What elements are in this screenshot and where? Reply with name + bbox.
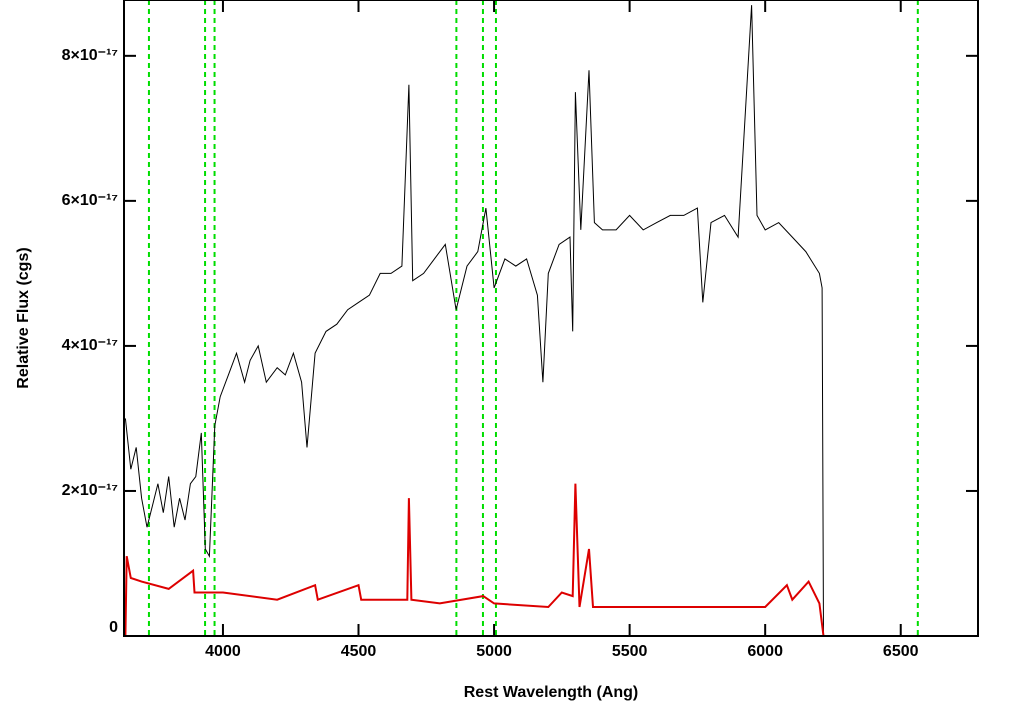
y-tick-label: 8×10⁻¹⁷ [62,47,118,64]
x-tick-label: 5000 [476,643,512,660]
series-line [124,483,978,637]
x-axis-label: Rest Wavelength (Ang) [464,684,639,701]
y-axis-label: Relative Flux (cgs) [15,247,32,388]
y-tick-label: 0 [109,619,118,636]
x-tick-label: 4000 [205,643,241,660]
y-tick-label: 4×10⁻¹⁷ [62,337,118,354]
y-tick-label: 6×10⁻¹⁷ [62,192,118,209]
series-line [124,5,824,637]
x-tick-label: 6500 [883,643,919,660]
y-tick-label: 2×10⁻¹⁷ [62,482,118,499]
x-tick-label: 4500 [341,643,377,660]
x-tick-label: 5500 [612,643,648,660]
plot-frame [123,0,979,637]
x-tick-label: 6000 [747,643,783,660]
